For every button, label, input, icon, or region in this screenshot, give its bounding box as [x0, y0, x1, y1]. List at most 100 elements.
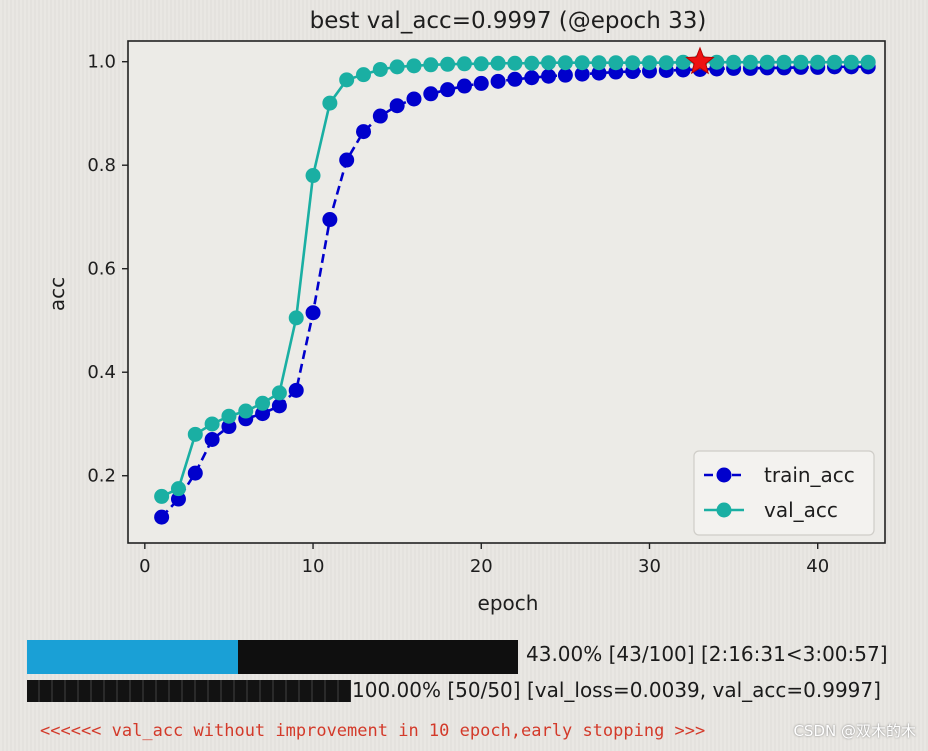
data-point-val_acc [372, 61, 388, 77]
x-tick-label: 0 [139, 556, 150, 577]
data-point-train_acc [339, 152, 355, 168]
data-point-val_acc [591, 55, 607, 71]
x-tick-label: 10 [302, 556, 325, 577]
epoch-progress-track [27, 640, 518, 674]
data-point-train_acc [524, 70, 540, 86]
epoch-progress-fill [27, 640, 239, 674]
chart-legend: train_acc val_acc [693, 450, 875, 536]
data-point-train_acc [305, 305, 321, 321]
y-tick-label: 1.0 [87, 52, 116, 73]
legend-box [693, 450, 875, 536]
data-point-train_acc [557, 67, 573, 83]
batch-progress-track [27, 680, 351, 702]
data-point-val_acc [406, 58, 422, 74]
data-point-val_acc [726, 54, 742, 70]
best-epoch-star-icon [685, 46, 715, 75]
data-point-val_acc [440, 56, 456, 72]
data-point-val_acc [507, 55, 523, 71]
data-point-train_acc [154, 509, 170, 525]
data-point-val_acc [860, 54, 876, 70]
chart-title: best val_acc=0.9997 (@epoch 33) [310, 8, 707, 34]
data-point-train_acc [456, 78, 472, 94]
data-point-val_acc [776, 54, 792, 70]
legend-marker-train_acc [716, 467, 732, 483]
data-point-val_acc [641, 55, 657, 71]
data-point-train_acc [271, 398, 287, 414]
data-point-val_acc [524, 55, 540, 71]
data-point-val_acc [423, 57, 439, 73]
data-point-val_acc [675, 54, 691, 70]
batch-progress-fill [27, 680, 351, 702]
data-point-val_acc [356, 67, 372, 83]
data-point-train_acc [440, 82, 456, 98]
data-point-train_acc [322, 212, 338, 228]
data-point-val_acc [187, 426, 203, 442]
x-tick-label: 40 [806, 556, 829, 577]
data-point-val_acc [759, 54, 775, 70]
y-axis-label: acc [45, 277, 69, 311]
epoch-progress-text: 43.00% [43/100] [2:16:31<3:00:57] [526, 642, 888, 666]
data-point-val_acc [793, 54, 809, 70]
batch-progress: 100.00% [50/50] [val_loss=0.0039, val_ac… [0, 678, 928, 702]
legend-label-train_acc: train_acc [764, 463, 855, 487]
data-point-train_acc [356, 124, 372, 140]
data-point-train_acc [204, 431, 220, 447]
data-point-val_acc [322, 95, 338, 111]
data-point-train_acc [473, 75, 489, 91]
data-point-train_acc [541, 68, 557, 84]
data-point-val_acc [255, 395, 271, 411]
data-point-val_acc [658, 55, 674, 71]
data-point-train_acc [372, 108, 388, 124]
y-tick-label: 0.6 [87, 259, 116, 280]
data-point-val_acc [557, 55, 573, 71]
data-point-val_acc [204, 416, 220, 432]
data-point-val_acc [154, 488, 170, 504]
data-point-train_acc [490, 73, 506, 89]
data-point-val_acc [389, 59, 405, 75]
data-point-val_acc [221, 408, 237, 424]
data-point-val_acc [271, 385, 287, 401]
data-point-val_acc [709, 54, 725, 70]
legend-label-val_acc: val_acc [764, 498, 838, 522]
data-point-train_acc [507, 71, 523, 87]
data-point-val_acc [305, 168, 321, 184]
early-stopping-message: <<<<<< val_acc without improvement in 10… [40, 721, 706, 741]
data-point-val_acc [574, 55, 590, 71]
legend-marker-val_acc [716, 502, 732, 518]
data-point-val_acc [742, 54, 758, 70]
accuracy-chart: best val_acc=0.9997 (@epoch 33) acc epoc… [45, 8, 886, 615]
data-point-val_acc [288, 310, 304, 326]
data-point-val_acc [490, 55, 506, 71]
data-point-train_acc [170, 491, 186, 507]
data-point-val_acc [456, 56, 472, 72]
data-point-val_acc [608, 55, 624, 71]
data-point-val_acc [170, 481, 186, 497]
data-point-val_acc [625, 55, 641, 71]
y-tick-label: 0.4 [87, 362, 116, 383]
epoch-progress: 43.00% [43/100] [2:16:31<3:00:57] [0, 640, 928, 674]
watermark: CSDN @双木的木 [793, 722, 916, 740]
data-point-train_acc [423, 86, 439, 102]
data-point-val_acc [541, 55, 557, 71]
data-point-train_acc [255, 406, 271, 422]
data-point-val_acc [827, 54, 843, 70]
data-point-train_acc [221, 419, 237, 435]
y-tick-label: 0.8 [87, 155, 116, 176]
data-point-train_acc [591, 65, 607, 81]
data-point-val_acc [473, 56, 489, 72]
x-axis-label: epoch [478, 591, 539, 615]
batch-progress-text: 100.00% [50/50] [val_loss=0.0039, val_ac… [352, 678, 881, 702]
data-point-val_acc [339, 72, 355, 88]
data-point-train_acc [389, 98, 405, 114]
x-tick-label: 20 [470, 556, 493, 577]
data-point-train_acc [288, 382, 304, 398]
data-point-val_acc [238, 403, 254, 419]
data-point-train_acc [406, 91, 422, 107]
data-point-val_acc [810, 54, 826, 70]
x-tick-label: 30 [638, 556, 661, 577]
data-point-train_acc [574, 66, 590, 82]
y-tick-label: 0.2 [87, 466, 116, 487]
data-point-train_acc [187, 465, 203, 481]
data-point-val_acc [843, 54, 859, 70]
